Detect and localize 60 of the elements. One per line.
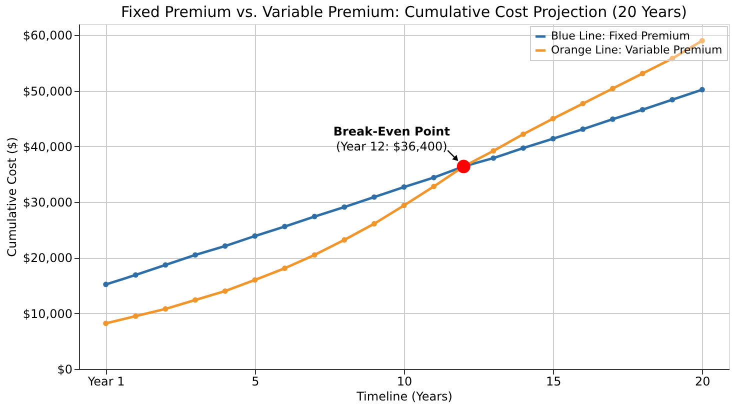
y-tick-label: $40,000 <box>22 140 72 154</box>
point <box>401 184 407 190</box>
point <box>699 86 705 92</box>
point <box>162 262 168 268</box>
point <box>312 252 318 258</box>
x-tick-label: 5 <box>252 374 260 388</box>
x-tick-label: 10 <box>396 374 412 388</box>
y-axis-title: Cumulative Cost ($) <box>4 137 19 257</box>
point <box>192 297 198 303</box>
point <box>550 116 556 122</box>
x-tick-label: 15 <box>546 374 562 388</box>
annotation: Break-Even Point <box>333 124 450 138</box>
point <box>699 38 705 44</box>
y-tick-label: $50,000 <box>22 84 72 98</box>
point <box>132 272 138 278</box>
point <box>371 194 377 200</box>
point <box>670 96 676 102</box>
point <box>610 86 616 92</box>
point <box>222 243 228 249</box>
point <box>192 252 198 258</box>
point <box>670 56 676 62</box>
x-tick-label: 20 <box>695 374 710 388</box>
y-tick-label: $20,000 <box>22 251 72 266</box>
point <box>580 126 586 132</box>
annotation: (Year 12: $36,400) <box>336 139 448 154</box>
point <box>431 174 437 180</box>
point <box>282 266 288 272</box>
y-tick-label: $10,000 <box>22 306 72 321</box>
point <box>162 306 168 312</box>
x-axis-title: Timeline (Years) <box>356 390 452 404</box>
point <box>550 136 556 142</box>
chart-title: Fixed Premium vs. Variable Premium: Cumulative Cost Projection (20 Years) <box>120 3 688 21</box>
legend-label: Blue Line: Fixed Premium <box>551 30 690 42</box>
point <box>490 155 496 161</box>
point <box>252 233 258 239</box>
point <box>103 282 109 288</box>
point <box>520 145 526 151</box>
point <box>401 202 407 208</box>
y-tick-label: $60,000 <box>22 28 72 43</box>
point <box>342 204 348 210</box>
point <box>640 70 646 76</box>
point <box>312 214 318 220</box>
point <box>610 116 616 122</box>
point <box>222 288 228 294</box>
x-tick-label: Year 1 <box>86 374 125 388</box>
point <box>520 131 526 137</box>
y-tick-label: $0 <box>57 362 72 376</box>
point <box>456 160 470 174</box>
point <box>132 313 138 319</box>
point <box>342 237 348 243</box>
point <box>282 224 288 230</box>
legend-label: Orange Line: Variable Premium <box>551 44 722 56</box>
y-tick-label: $30,000 <box>22 196 72 210</box>
point <box>103 320 109 326</box>
point <box>640 106 646 112</box>
point <box>431 184 437 190</box>
point <box>580 100 586 106</box>
point <box>252 277 258 283</box>
point <box>371 221 377 226</box>
point <box>490 148 496 154</box>
